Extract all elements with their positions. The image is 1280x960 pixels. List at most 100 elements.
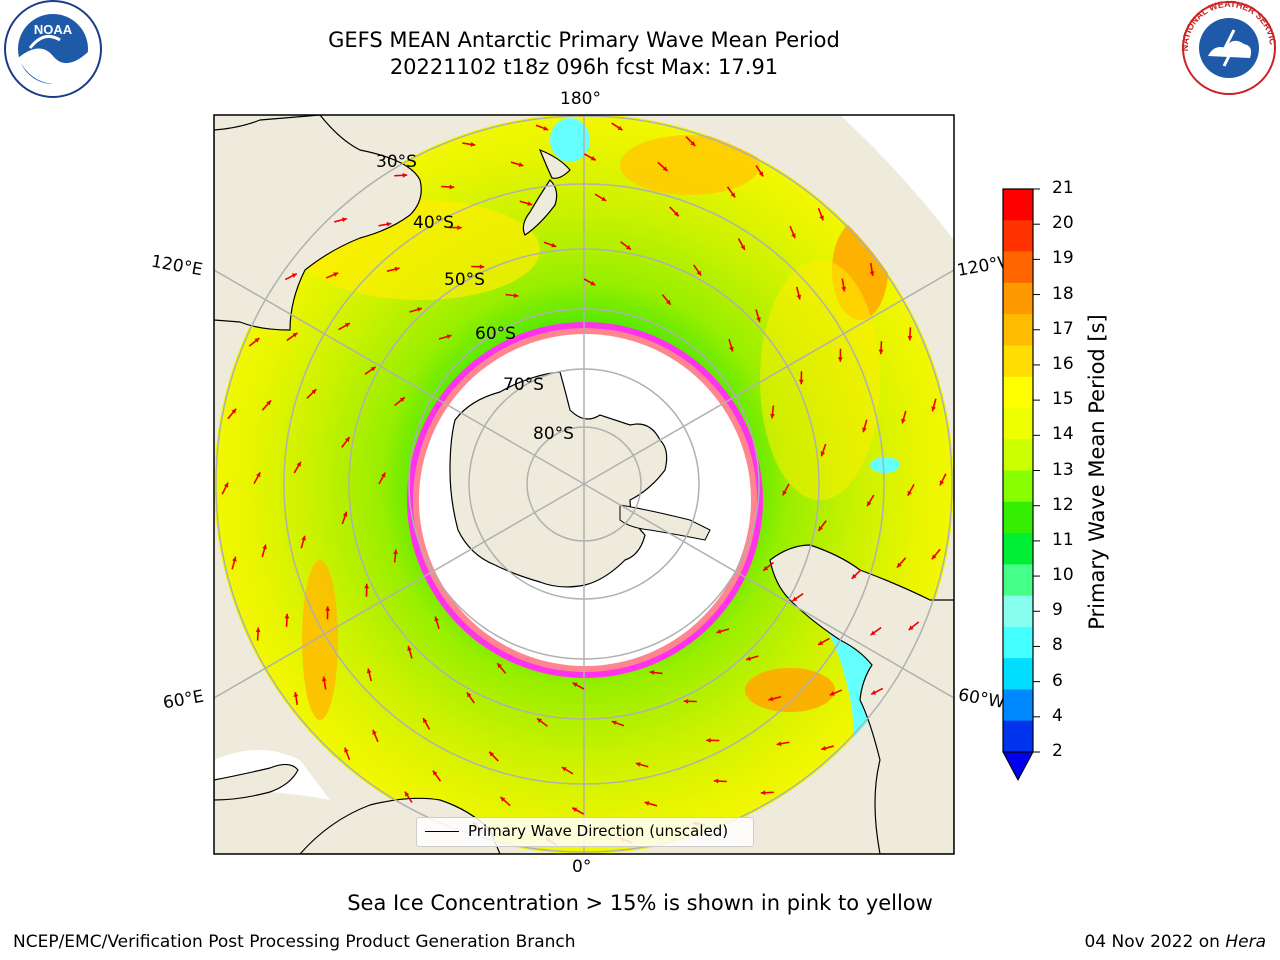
wave-arrow-head (394, 266, 400, 272)
wave-arrow-head (284, 613, 290, 619)
wave-arrow-head (341, 217, 347, 223)
wave-arrow-head (386, 221, 392, 227)
wave-patch (620, 135, 760, 195)
wave-arrow-head (870, 630, 876, 636)
wave-arrow-head (255, 627, 261, 633)
wave-arrow-head (821, 745, 827, 751)
wave-arrow-head (497, 663, 503, 669)
wave-patch (302, 560, 338, 720)
wave-arrow-head (407, 646, 412, 651)
wave-arrow-head (635, 762, 641, 767)
wave-arrow-head (706, 737, 711, 743)
wave-arrow-head (266, 400, 271, 406)
wave-arrow-head (402, 172, 408, 178)
wave-arrow-head (232, 556, 237, 562)
wave-arrow-head (393, 549, 398, 555)
colorbar-tick-label: 4 (1052, 705, 1063, 726)
colorbar-tick-label: 19 (1052, 248, 1074, 269)
colorbar-tick-label: 14 (1052, 424, 1074, 445)
wave-arrow-head (851, 573, 857, 579)
antarctic-peninsula (619, 504, 711, 541)
wave-arrow-head (897, 562, 902, 568)
wave-arrow-head (551, 242, 557, 248)
lat-label-60: 60°S (475, 324, 516, 344)
wave-arrow-head (296, 461, 301, 467)
wave-arrow-head (292, 332, 298, 338)
wave-arrow-head (626, 245, 631, 250)
wave-arrow-head (683, 698, 689, 704)
colorbar-tick-label: 15 (1052, 389, 1074, 410)
wave-arrow-head (662, 166, 668, 171)
wave-arrow-head (590, 281, 596, 286)
wave-arrow-head (601, 196, 607, 201)
colorbar-tick-label: 18 (1052, 283, 1074, 304)
legend-label: Primary Wave Direction (unscaled) (468, 822, 729, 840)
new-zealand-south (522, 179, 558, 236)
colorbar-tick-label: 21 (1052, 178, 1074, 198)
wave-patch (760, 260, 880, 500)
wave-arrow-head (644, 801, 650, 806)
colorbar-tick-label: 8 (1052, 635, 1063, 656)
wave-arrow-head (537, 718, 542, 723)
wave-arrow-head (760, 790, 766, 796)
sea-ice-caption: Sea Ice Concentration > 15% is shown in … (347, 891, 933, 915)
wave-arrow-head (776, 741, 782, 747)
wave-arrow-head (561, 767, 567, 772)
wave-arrow-head (256, 472, 261, 478)
wave-arrow-head (818, 526, 823, 531)
wave-arrow-head (342, 511, 348, 517)
wave-arrow-head (590, 156, 596, 161)
colorbar-tick-label: 2 (1052, 741, 1063, 761)
wave-arrow-head (820, 451, 826, 457)
new-zealand-north (538, 148, 571, 179)
wave-arrow-head (907, 335, 913, 341)
wave-patch (745, 668, 835, 712)
wave-arrow-head (293, 692, 299, 697)
madagascar-landmass (214, 763, 299, 801)
credit-text: NCEP/EMC/Verification Post Processing Pr… (13, 932, 576, 952)
colorbar-tick-label: 10 (1052, 565, 1074, 586)
map-frame (213, 114, 955, 855)
wave-arrow-head (758, 171, 764, 177)
wave-arrow-head (768, 696, 774, 702)
low-period-zone (870, 457, 900, 473)
colorbar-tick-label: 20 (1052, 213, 1074, 234)
wave-arrow-head (381, 472, 386, 478)
wave-arrow-head (939, 480, 945, 486)
wave-arrow-head (931, 406, 936, 412)
date-text: 04 Nov 2022 on (1084, 932, 1226, 952)
colorbar-label: Primary Wave Mean Period [s] (1085, 314, 1109, 630)
legend-line-sample (425, 831, 459, 832)
wave-arrow-head (611, 720, 617, 726)
low-period-zone (550, 118, 590, 162)
colorbar-tick-label: 17 (1052, 318, 1074, 339)
wave-arrow-head (901, 418, 906, 424)
wave-arrow-head (364, 583, 370, 589)
south-america-landmass (769, 544, 954, 854)
wave-arrow-head (867, 501, 872, 507)
lon-label-bottom: 0° (572, 857, 592, 877)
lat-label-40: 40°S (413, 213, 454, 233)
wave-arrow-head (457, 225, 462, 231)
wave-arrow-head (432, 770, 438, 776)
wave-arrow-head (466, 692, 472, 698)
wave-arrow-head (798, 379, 804, 385)
wave-arrow-head (291, 273, 297, 278)
wave-arrow-head (345, 437, 350, 442)
wave-arrow-head (649, 670, 655, 675)
wave-arrow-head (325, 606, 331, 611)
lat-label-70: 70°S (503, 375, 544, 395)
wave-arrow-head (729, 346, 734, 352)
wave-arrow-head (434, 616, 439, 622)
colorbar-tick-label: 12 (1052, 494, 1074, 515)
wave-arrow-head (796, 294, 802, 300)
chart-subtitle: 20221102 t18z 096h fcst Max: 17.91 (389, 55, 779, 79)
colorbar-tick-label: 6 (1052, 670, 1063, 691)
wave-arrow-head (254, 338, 260, 343)
wave-arrow-head (837, 357, 843, 362)
wave-arrow-head (321, 676, 327, 682)
wave-arrow-head (673, 211, 679, 217)
wave-arrow-head (223, 482, 229, 488)
wave-arrow-head (446, 334, 452, 339)
